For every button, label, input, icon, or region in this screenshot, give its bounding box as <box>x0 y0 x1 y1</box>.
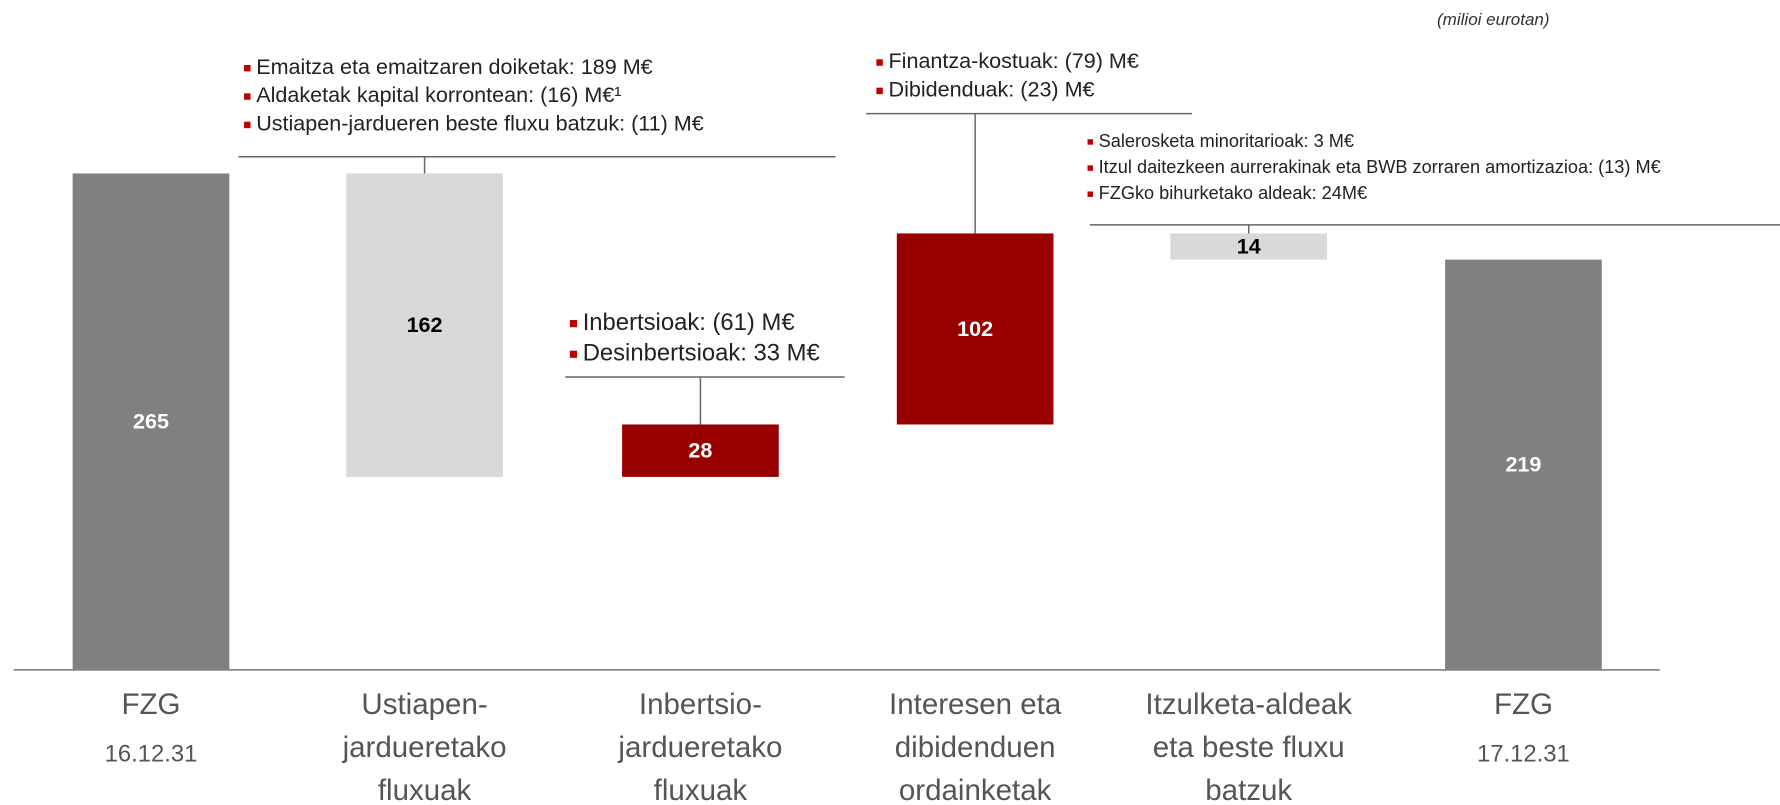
annotation: Aldaketak kapital korrontean: (16) M€¹ <box>256 82 621 107</box>
bullet <box>569 350 578 358</box>
annotation: Finantza-kostuak: (79) M€ <box>889 48 1139 73</box>
bullet <box>876 87 883 95</box>
category-label: dibidenduen <box>895 731 1056 764</box>
category-label: FZG <box>121 688 180 721</box>
bar <box>346 173 503 477</box>
annotation: Inbertsioak: (61) M€ <box>583 309 795 336</box>
annotation: Salerosketa minoritarioak: 3 M€ <box>1099 131 1354 151</box>
annotation: Desinbertsioak: 33 M€ <box>583 340 820 367</box>
bullet <box>876 59 883 66</box>
category-label: Interesen eta <box>889 688 1062 721</box>
annotation: Dibidenduak: (23) M€ <box>889 77 1095 102</box>
category-label: Inbertsio- <box>639 688 762 721</box>
category-label: ordainketak <box>899 774 1052 805</box>
category-label: jardueretako <box>342 731 507 764</box>
bullet <box>244 64 251 72</box>
category-label: FZG <box>1494 688 1553 721</box>
bar <box>1170 233 1328 260</box>
category-label: eta beste fluxu <box>1153 731 1345 764</box>
category-label: batzuk <box>1205 774 1292 805</box>
annotation: FZGko bihurketako aldeak: 24M€ <box>1099 183 1367 203</box>
annotation: Ustiapen-jardueren beste fluxu batzuk: (… <box>256 111 704 136</box>
bullet <box>1087 165 1093 171</box>
annotation: Emaitza eta emaitzaren doiketak: 189 M€ <box>256 54 652 79</box>
bullet <box>569 320 578 328</box>
value-label: 102 <box>957 316 993 341</box>
category-date: 17.12.31 <box>1477 740 1570 767</box>
bar <box>896 233 1054 425</box>
value-label: 219 <box>1505 452 1541 477</box>
category-label: fluxuak <box>654 774 748 805</box>
annotation: Itzul daitezkeen aurrerakinak eta BWB zo… <box>1099 157 1661 177</box>
subtitle: (milioi eurotan) <box>1437 10 1550 29</box>
category-label: Ustiapen- <box>361 688 487 721</box>
value-label: 28 <box>688 438 712 463</box>
bar <box>1445 259 1602 670</box>
bullet <box>1087 139 1093 145</box>
bullet <box>244 121 251 129</box>
category-label: fluxuak <box>378 774 472 805</box>
category-label: jardueretako <box>617 731 782 764</box>
value-label: 162 <box>407 312 443 337</box>
category-date: 16.12.31 <box>105 740 198 767</box>
value-label: 14 <box>1237 233 1261 258</box>
category-label: Itzulketa-aldeak <box>1145 688 1352 721</box>
bullet <box>1087 191 1093 197</box>
bar <box>72 173 230 670</box>
bullet <box>244 93 251 100</box>
bar <box>622 424 779 477</box>
value-label: 265 <box>133 408 169 433</box>
